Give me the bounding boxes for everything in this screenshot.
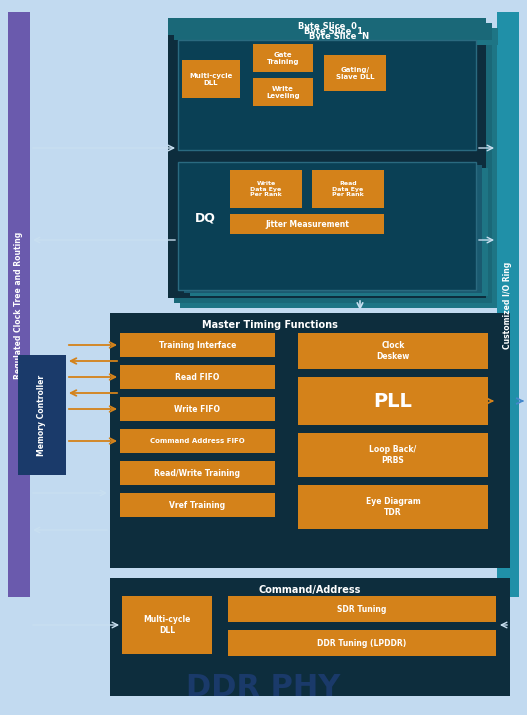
Text: Byte Slice  1: Byte Slice 1	[304, 27, 363, 36]
Text: Read
Data Eye
Per Rank: Read Data Eye Per Rank	[332, 181, 364, 197]
Bar	[120, 397, 275, 421]
Bar	[168, 18, 486, 298]
Text: Read FIFO: Read FIFO	[175, 373, 220, 382]
Text: Read/Write Training: Read/Write Training	[154, 468, 240, 478]
Bar	[184, 165, 482, 293]
Text: Customized I/O Ring: Customized I/O Ring	[503, 262, 512, 349]
Bar	[298, 433, 488, 477]
Bar	[497, 12, 519, 597]
Text: Multi-cycle
DLL: Multi-cycle DLL	[143, 616, 191, 635]
Bar	[190, 168, 488, 296]
Text: Jitter Measurement: Jitter Measurement	[265, 220, 349, 229]
Text: Write FIFO: Write FIFO	[174, 405, 220, 413]
Text: SDR Tuning: SDR Tuning	[337, 604, 387, 613]
Text: PLL: PLL	[374, 392, 413, 410]
Bar	[324, 55, 386, 91]
Bar	[120, 461, 275, 485]
Bar	[120, 365, 275, 389]
Text: Byte Slice  0: Byte Slice 0	[298, 22, 356, 31]
Bar	[230, 170, 302, 208]
Bar	[178, 40, 476, 150]
Bar	[178, 162, 476, 290]
Bar	[182, 60, 240, 98]
Text: Write
Data Eye
Per Rank: Write Data Eye Per Rank	[250, 181, 282, 197]
Text: Command/Address: Command/Address	[259, 585, 361, 595]
Bar	[228, 596, 496, 622]
Text: Training Interface: Training Interface	[159, 340, 236, 350]
Text: DQS: DQS	[185, 69, 215, 82]
Bar	[178, 162, 476, 290]
Bar	[174, 23, 492, 40]
Bar	[180, 28, 498, 308]
Bar	[110, 578, 510, 696]
Text: DQ: DQ	[194, 212, 216, 225]
Text: Multi-cycle
DLL: Multi-cycle DLL	[189, 72, 233, 86]
Bar	[178, 40, 476, 150]
Text: Byte Slice  N: Byte Slice N	[309, 32, 369, 41]
Bar	[228, 630, 496, 656]
Text: Regulated Clock Tree and Routing: Regulated Clock Tree and Routing	[15, 232, 24, 379]
Bar	[120, 333, 275, 357]
Bar	[174, 23, 492, 303]
Text: Gating/
Slave DLL: Gating/ Slave DLL	[336, 66, 374, 79]
Bar	[312, 170, 384, 208]
Bar	[122, 596, 212, 654]
Bar	[298, 377, 488, 425]
Bar	[120, 429, 275, 453]
Text: Memory Controller: Memory Controller	[37, 375, 46, 455]
Text: Gate
Training: Gate Training	[267, 51, 299, 64]
Bar	[18, 355, 66, 475]
Text: Clock
Deskew: Clock Deskew	[376, 341, 409, 360]
Bar	[253, 78, 313, 106]
Text: Loop Back/
PRBS: Loop Back/ PRBS	[369, 445, 417, 465]
Text: Command Address FIFO: Command Address FIFO	[150, 438, 245, 444]
Bar	[253, 44, 313, 72]
Text: DDR Tuning (LPDDR): DDR Tuning (LPDDR)	[317, 638, 407, 648]
Bar	[298, 333, 488, 369]
Bar	[230, 214, 384, 234]
Text: Eye Diagram
TDR: Eye Diagram TDR	[366, 498, 421, 517]
Bar	[298, 485, 488, 529]
Bar	[180, 28, 498, 45]
Text: Master Timing Functions: Master Timing Functions	[202, 320, 338, 330]
Bar	[168, 18, 486, 35]
Bar	[8, 12, 30, 597]
Text: DDR PHY: DDR PHY	[186, 674, 340, 703]
Bar	[110, 313, 510, 568]
Text: Write
Leveling: Write Leveling	[266, 86, 300, 99]
Bar	[120, 493, 275, 517]
Text: Vref Training: Vref Training	[170, 500, 226, 510]
